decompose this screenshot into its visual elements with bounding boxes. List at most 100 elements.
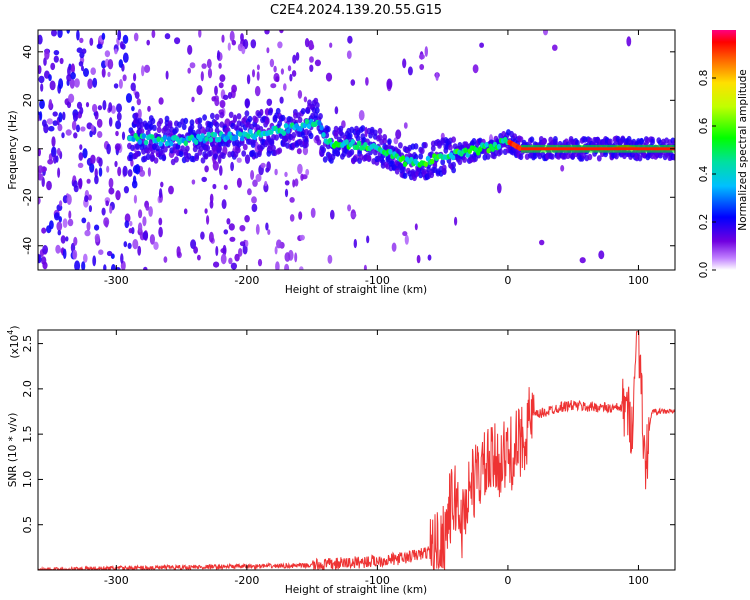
- heatmap-cell: [122, 52, 129, 63]
- heatmap-cell: [244, 154, 251, 164]
- heatmap-cell: [319, 124, 324, 131]
- heatmap-cell: [96, 118, 103, 128]
- heatmap-cell: [214, 113, 220, 121]
- heatmap-cell: [48, 99, 53, 109]
- heatmap-cell: [254, 85, 261, 97]
- heatmap-cell: [137, 139, 142, 145]
- heatmap-cell: [120, 253, 124, 264]
- heatmap-cell: [266, 150, 272, 157]
- heatmap-cell: [314, 107, 320, 114]
- heatmap-cell: [143, 266, 148, 270]
- heatmap-cell: [46, 118, 53, 125]
- heatmap-cell: [194, 139, 199, 145]
- heatmap-cell: [267, 109, 273, 116]
- heatmap-cell: [221, 34, 225, 43]
- heatmap-cell: [304, 141, 309, 148]
- heatmap-cell: [423, 142, 428, 149]
- heatmap-cell: [92, 255, 97, 267]
- heatmap-cell: [400, 155, 406, 161]
- heatmap-cell: [233, 151, 239, 158]
- heatmap-cell: [300, 108, 306, 115]
- heatmap-cell: [149, 234, 155, 245]
- heatmap-cell: [450, 154, 456, 161]
- heatmap-cell: [553, 138, 558, 146]
- y-tick-label: 2.5: [21, 335, 34, 353]
- heatmap-cell: [168, 140, 174, 147]
- heatmap-cell: [214, 85, 218, 96]
- heatmap-cell: [79, 37, 84, 44]
- heatmap-cell: [321, 132, 326, 138]
- heatmap-cell: [201, 176, 207, 183]
- heatmap-cell: [672, 154, 675, 161]
- heatmap-cell: [38, 254, 42, 264]
- heatmap-cell: [393, 137, 399, 145]
- heatmap-cell: [251, 203, 258, 213]
- heatmap-cell: [121, 131, 126, 141]
- heatmap-cell: [377, 127, 383, 135]
- heatmap-cell: [103, 217, 110, 227]
- heatmap-cell: [229, 236, 236, 242]
- heatmap-cell: [291, 70, 297, 77]
- colorbar-tick-label: 0.2: [698, 214, 710, 231]
- heatmap-cell: [108, 187, 115, 195]
- snr-multiplier: (x104): [6, 326, 21, 359]
- heatmap-cell: [98, 167, 103, 177]
- x-tick-label: -200: [234, 274, 259, 287]
- heatmap-cell: [206, 131, 211, 138]
- heatmap-cell: [425, 155, 431, 162]
- y-tick-label: -20: [21, 188, 34, 206]
- heatmap-cell: [70, 63, 75, 74]
- heatmap-cell: [256, 64, 260, 71]
- heatmap-cell: [164, 115, 170, 123]
- heatmap-cell: [74, 260, 81, 270]
- heatmap-cell: [294, 178, 299, 187]
- heatmap-cell: [80, 126, 86, 132]
- heatmap-cell: [148, 206, 153, 217]
- heatmap-cell: [552, 44, 558, 51]
- heatmap-cell: [122, 74, 127, 82]
- heatmap-cell: [309, 56, 314, 63]
- heatmap-cell: [227, 92, 233, 99]
- heatmap-cell: [119, 41, 124, 49]
- heatmap-cell: [183, 208, 188, 215]
- heatmap-cell: [353, 238, 357, 249]
- heatmap-cell: [181, 123, 187, 130]
- heatmap-cell: [158, 226, 163, 238]
- heatmap-cell: [49, 80, 56, 91]
- heatmap-cell: [137, 245, 142, 256]
- heatmap-cell: [68, 210, 72, 219]
- colorbar-tick-label: 0.8: [698, 70, 710, 87]
- heatmap-cell: [284, 252, 291, 262]
- heatmap-cell: [250, 170, 255, 180]
- heatmap-cell: [365, 77, 369, 86]
- heatmap-cell: [354, 144, 360, 151]
- heatmap-cell: [98, 249, 104, 255]
- heatmap-cell: [299, 266, 304, 270]
- snr-axes: -300 -200 -100 0 100 0.5 1.0 1.5 2.0 2.5: [21, 330, 675, 587]
- heatmap-cell: [106, 165, 110, 173]
- heatmap-cell: [241, 46, 246, 55]
- heatmap-cell: [110, 264, 116, 270]
- heatmap-cell: [321, 146, 326, 154]
- heatmap-cell: [204, 136, 209, 142]
- heatmap-cell: [246, 74, 251, 85]
- heatmap-cell: [197, 117, 203, 124]
- heatmap-cell: [109, 205, 113, 214]
- heatmap-cell: [274, 134, 279, 141]
- heatmap-cell: [94, 233, 100, 243]
- heatmap-cell: [346, 50, 352, 59]
- heatmap-cell: [122, 165, 128, 177]
- colorbar-gradient: [712, 30, 736, 270]
- heatmap-cell: [130, 82, 136, 92]
- heatmap-cell: [115, 120, 122, 130]
- heatmap-cell: [163, 256, 168, 263]
- heatmap-cell: [223, 184, 228, 190]
- heatmap-cell: [226, 218, 231, 225]
- heatmap-cell: [104, 50, 111, 58]
- heatmap-cell: [220, 100, 225, 109]
- heatmap-cell: [166, 136, 172, 142]
- heatmap-cell: [187, 67, 191, 74]
- heatmap-cell: [462, 156, 467, 163]
- heatmap-cell: [280, 114, 286, 122]
- heatmap-cell: [228, 223, 235, 231]
